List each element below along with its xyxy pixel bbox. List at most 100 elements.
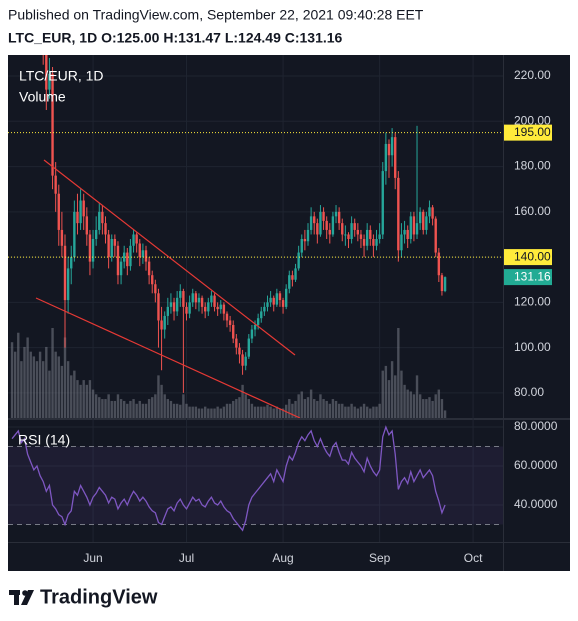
volume-bar [375,406,378,418]
volume-bar [275,406,279,418]
candle-body [110,238,113,258]
candle-body [428,207,431,217]
volume-bar [13,351,17,418]
candle-body [200,297,204,307]
candle-body [188,302,191,314]
volume-bar [272,408,275,418]
volume-bar [409,391,412,418]
volume-bar [381,370,384,418]
volume-bar [418,394,422,418]
volume-bar [197,408,201,418]
candle-body [191,293,194,303]
axes: Jun Jul Aug Sep Oct 80.00 100.00 120.00 140.00 16… [83,68,557,565]
volume-bar [179,404,182,418]
volume-bar [219,408,222,418]
candle-body [325,220,328,230]
candle-body [88,234,92,262]
candle-body [163,315,166,330]
volume-bar [94,394,98,418]
price-line-label-bg [504,249,552,266]
candle-body [213,295,216,307]
volume-bar [325,400,328,418]
volume-bar [29,351,32,418]
volume-bar [353,406,356,418]
volume-bar [135,403,138,418]
volume-bar [434,394,437,418]
y-tick-label: 80.00 [514,385,544,399]
trendline [43,159,296,356]
volume-bar [309,389,313,418]
candle-body [219,304,222,310]
candle-body [129,245,132,267]
volume-bar [35,361,39,418]
volume-bar [23,346,26,418]
candle-body [98,211,101,230]
volume-bar [207,408,210,418]
volume-bar [256,406,260,418]
volume-bar [73,370,76,418]
candle-body [384,143,388,172]
candle-body [440,275,444,292]
x-tick-label: Aug [272,551,293,565]
y-tick-label: 200.00 [514,113,551,127]
volume-bar [38,351,42,418]
candle-body [194,293,198,303]
volume-bar [138,400,141,418]
grid [8,55,503,542]
candle-body [400,234,403,251]
candle-body [316,223,319,235]
volume-bar [228,403,232,418]
volume-bar [126,403,129,418]
candle-body [365,229,369,246]
candle-body [397,177,400,251]
volume-bar [66,361,70,418]
volume-bar [166,399,170,418]
candle-body [241,354,244,366]
volume-bar [319,394,322,418]
candle-body [319,211,322,235]
candle-body [119,261,123,276]
y-tick-label: 220.00 [514,68,551,82]
volume-bar [172,403,176,418]
x-tick-label: Jun [83,551,102,565]
candle-body [104,223,107,235]
volume-bar [235,399,238,418]
volume-bar [141,403,145,418]
volume-bar [232,400,235,418]
volume-bar [378,403,381,418]
candle-body [372,238,375,246]
volume-bar [194,406,198,418]
candle-body [45,55,48,90]
candle-body [154,284,157,294]
candle-body [147,261,151,276]
volume-bar [303,399,307,418]
candle-body [359,234,363,239]
volume-bar [406,389,409,418]
candle-body [341,223,344,235]
volume-bar [144,403,148,418]
volume-bar [350,403,353,418]
volume-bar [428,397,431,418]
candle-body [107,234,110,258]
candle-body [169,302,173,307]
volume-bar [79,384,82,418]
volume-bar [169,400,173,418]
candle-body [381,171,384,235]
candle-body [275,293,279,305]
volume-bar [344,406,347,418]
candle-body [390,137,394,156]
candle-body [141,250,145,258]
volume-bar [157,375,160,418]
candle-body [101,211,104,224]
candle-body [443,277,447,292]
volume-bar [63,337,67,418]
volume-bar [32,356,36,418]
candle-body [60,229,64,246]
volume-bar [129,400,132,418]
volume-bar [394,375,397,418]
volume-bar [322,399,325,418]
candle-body [160,320,163,330]
volume-bar [334,400,338,418]
candle-body [216,306,219,310]
rsi-tick-label: 40.0000 [514,497,558,511]
